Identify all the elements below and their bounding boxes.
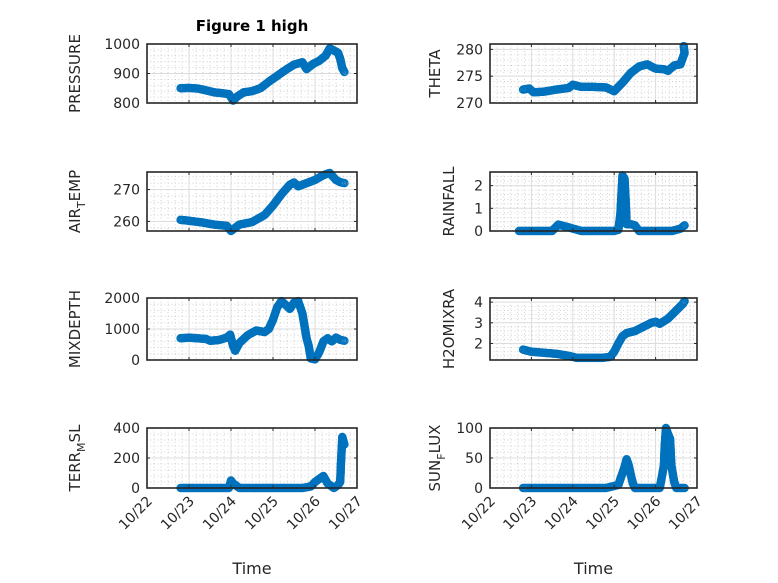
- y-axis-label: H2OMIXRA: [440, 288, 458, 369]
- x-tick-label: 10/24: [542, 493, 582, 533]
- y-axis-label: AIRTEMP: [66, 170, 88, 233]
- x-tick-label: 10/24: [200, 493, 240, 533]
- y-tick-label: 2: [474, 179, 483, 195]
- y-tick-label: 2000: [104, 291, 140, 307]
- x-tick-label: 10/23: [500, 494, 540, 534]
- panel-mixdepth: 0 1000 2000 MIXDEPTH: [66, 290, 358, 369]
- y-axis-label-main: TERR: [66, 452, 84, 493]
- y-tick-label: 400: [113, 421, 140, 437]
- y-axis-label-main: RAINFALL: [440, 166, 458, 237]
- y-axis-label-main: SUN: [426, 460, 444, 492]
- y-tick-label: 200: [113, 451, 140, 467]
- data-point: [340, 336, 349, 346]
- panel-sun-flux: 0 50 100 SUNFLUX 10/22 10/23 10/24 10/25 10/26 10…: [426, 421, 706, 578]
- y-axis-label: MIXDEPTH: [66, 290, 84, 368]
- axes-box: [489, 171, 698, 232]
- axes-box: [489, 297, 698, 361]
- x-tick-label: 10/26: [284, 493, 324, 533]
- y-axis-label-suffix: EMP: [66, 170, 84, 201]
- y-axis-label-main: MIXDEPTH: [66, 290, 84, 368]
- y-axis-label-main: AIR: [66, 208, 84, 233]
- y-axis-label: TERRMSL: [66, 424, 88, 493]
- x-axis-label: Time: [573, 559, 613, 578]
- y-tick-label: 4: [474, 295, 483, 311]
- y-axis-label: PRESSURE: [66, 34, 84, 113]
- y-tick-label: 800: [113, 96, 140, 112]
- axes-box: [146, 171, 358, 232]
- x-tick-label: 10/25: [583, 494, 623, 534]
- y-tick-label: 900: [113, 67, 140, 83]
- data-point: [340, 67, 349, 77]
- y-tick-label: 1: [474, 201, 483, 217]
- y-axis-label: SUNFLUX: [426, 425, 448, 492]
- y-tick-label: 260: [113, 214, 140, 230]
- panel-theta: 270 275 280 THETA: [426, 41, 698, 112]
- y-tick-label: 50: [465, 451, 483, 467]
- panel-rainfall: 0 1 2 RAINFALL: [440, 166, 698, 240]
- data-point: [340, 178, 349, 188]
- y-tick-label: 275: [456, 69, 483, 85]
- y-axis-label-suffix: LUX: [426, 425, 444, 454]
- y-axis-label-subscript: F: [435, 453, 448, 459]
- axes-box: [489, 43, 698, 104]
- y-tick-label: 270: [113, 183, 140, 199]
- y-axis-label-main: THETA: [426, 49, 444, 99]
- x-tick-label: 10/27: [666, 494, 706, 534]
- y-axis-label-subscript: M: [75, 442, 88, 452]
- y-axis-label-subscript: T: [75, 201, 88, 209]
- y-axis-label: THETA: [426, 49, 444, 99]
- y-tick-label: 2: [474, 336, 483, 352]
- panel-air-temp: 260 270 AIRTEMP: [66, 168, 358, 236]
- data-point: [680, 221, 689, 230]
- data-point: [340, 440, 349, 449]
- y-tick-label: 0: [131, 481, 140, 497]
- x-tick-label: 10/26: [625, 493, 665, 533]
- y-tick-label: 270: [456, 96, 483, 112]
- x-tick-label: 10/23: [158, 494, 198, 534]
- y-axis-label-suffix: SL: [66, 424, 84, 443]
- panel-terr-msl: 0 200 400 TERRMSL 10/22 10/23 10/24 10/25 10/26 1…: [66, 421, 366, 578]
- x-tick-label: 10/27: [326, 494, 366, 534]
- y-tick-label: 3: [474, 316, 483, 332]
- y-tick-label: 1000: [104, 322, 140, 338]
- y-tick-label: 100: [456, 421, 483, 437]
- y-tick-label: 1000: [104, 37, 140, 53]
- y-axis-label-main: PRESSURE: [66, 34, 84, 113]
- x-tick-label: 10/25: [242, 494, 282, 534]
- y-axis-label: RAINFALL: [440, 166, 458, 237]
- x-tick-label: 10/22: [116, 494, 156, 534]
- y-tick-label: 0: [131, 353, 140, 369]
- figure-title: Figure 1 high: [196, 17, 309, 35]
- panel-h2omixra: 2 3 4 H2OMIXRA: [440, 288, 698, 369]
- y-tick-label: 280: [456, 42, 483, 58]
- y-tick-label: 0: [474, 481, 483, 497]
- x-tick-label: 10/22: [459, 494, 499, 534]
- x-axis-label: Time: [231, 559, 271, 578]
- y-tick-label: 0: [474, 224, 483, 240]
- data-point: [679, 41, 689, 51]
- data-point: [679, 221, 688, 231]
- panel-pressure: 800 900 1000 PRESSURE: [66, 34, 358, 113]
- y-axis-label-main: H2OMIXRA: [440, 288, 458, 369]
